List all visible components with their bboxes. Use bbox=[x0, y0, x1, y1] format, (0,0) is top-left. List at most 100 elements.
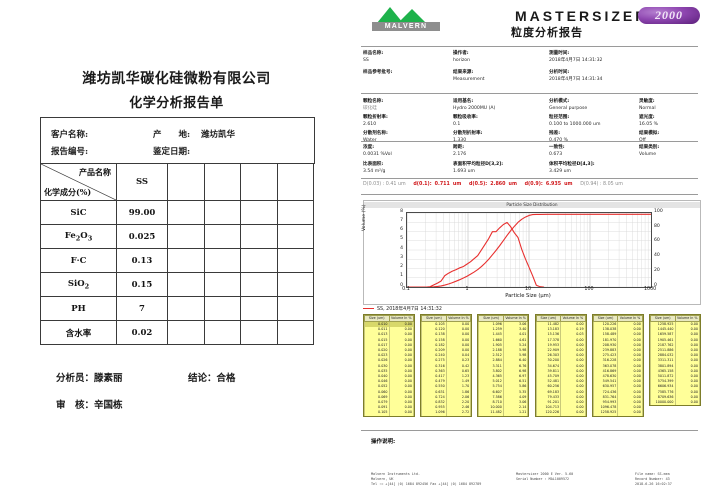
component-name: SiC bbox=[40, 200, 117, 225]
data-row: 831.764 0.00 bbox=[592, 394, 643, 401]
data-row: 0.060 0.00 bbox=[364, 389, 414, 395]
field-value: 2018年4月7日 14:31:34 bbox=[549, 77, 603, 82]
divider-bottom bbox=[361, 430, 698, 431]
company-title: 潍坊凯华碳化硅微粉有限公司 bbox=[82, 71, 271, 87]
field-label: 分析时间: bbox=[549, 70, 570, 75]
field-label: 结果类别: bbox=[639, 145, 660, 150]
data-row: 2187.762 0.00 bbox=[650, 342, 700, 349]
field-value: Normal bbox=[639, 106, 656, 111]
d05-unit: um bbox=[508, 182, 517, 187]
data-row: 724.436 0.00 bbox=[592, 389, 643, 395]
volume-value: 4.61 bbox=[502, 337, 529, 343]
volume-value: 0.00 bbox=[560, 363, 586, 369]
volume-value: 0.00 bbox=[560, 400, 586, 406]
y2-tick: 20 bbox=[654, 267, 660, 273]
divider-meta bbox=[361, 93, 698, 94]
volume-value: 0.00 bbox=[674, 400, 700, 406]
volume-value: 0.00 bbox=[674, 379, 700, 385]
y2-tick: 40 bbox=[654, 253, 660, 259]
field-label: 遮光度: bbox=[639, 115, 655, 120]
table-row: F·C 0.13 bbox=[40, 248, 314, 273]
volume-value: 0.00 bbox=[388, 379, 414, 385]
d01-value: 0.711 bbox=[434, 182, 450, 187]
table-row: SiO2 0.15 bbox=[40, 272, 314, 297]
volume-value: 0.00 bbox=[560, 342, 586, 349]
data-row: 1445.440 0.00 bbox=[650, 327, 700, 333]
volume-value: 2.06 bbox=[445, 394, 472, 401]
field-label: 残差: bbox=[549, 131, 561, 136]
data-table-column[interactable]: Size (um) Volume In % 120.226 0.00 138.038 0.… bbox=[591, 314, 644, 417]
field-value: 16.05 % bbox=[639, 122, 658, 127]
field-label: 操作者: bbox=[453, 51, 469, 56]
component-value: 99.00 bbox=[116, 200, 168, 225]
data-row: 3801.894 0.00 bbox=[650, 363, 700, 369]
component-value: 0.02 bbox=[116, 320, 168, 345]
field-label: 灵敏度: bbox=[639, 99, 655, 104]
blank-cell bbox=[167, 224, 205, 249]
volume-value: 0.23 bbox=[445, 358, 472, 364]
y-tick: 0 bbox=[400, 282, 403, 288]
volume-value: 0.00 bbox=[445, 332, 472, 338]
volume-value: 0.00 bbox=[617, 348, 643, 354]
data-row: 1.905 5.24 bbox=[478, 342, 529, 349]
y2-tick: 0 bbox=[654, 282, 657, 288]
volume-value: 0.00 bbox=[388, 405, 414, 411]
volume-value: 0.00 bbox=[617, 353, 643, 359]
volume-value: 0.00 bbox=[388, 358, 414, 364]
data-table-column[interactable]: Size (um) Volume In % 11.482 0.00 13.183 0.19… bbox=[534, 314, 587, 417]
data-row: 0.832 2.20 bbox=[421, 400, 472, 406]
volume-value: 0.00 bbox=[617, 342, 643, 349]
volume-value: 0.00 bbox=[674, 332, 700, 338]
data-row: 0.046 0.00 bbox=[364, 379, 414, 385]
field-label: 适用基名: bbox=[453, 99, 474, 104]
d003-unit: um bbox=[398, 182, 406, 187]
x-tick: 100 bbox=[584, 287, 594, 292]
data-row: 181.970 0.00 bbox=[592, 337, 643, 343]
volume-value: 0.00 bbox=[388, 384, 414, 390]
data-table-column[interactable]: Size (um) Volume In % 0.105 0.00 0.120 0.00 0.… bbox=[420, 314, 473, 417]
field-label: 样品名称: bbox=[363, 51, 384, 56]
data-table-column[interactable]: Size (um) Volume In % 0.010 0.00 0.011 0.00 0.… bbox=[363, 314, 415, 417]
y-tick: 6 bbox=[400, 227, 403, 233]
footer-file-info: File name: SS.mea Record Number: 43 2018… bbox=[635, 472, 672, 486]
data-row: 0.040 0.00 bbox=[364, 374, 414, 380]
volume-value: 0.00 bbox=[445, 321, 472, 328]
field-label: 结果来源: bbox=[453, 70, 474, 75]
data-row: 1.445 4.01 bbox=[478, 332, 529, 338]
volume-value: 6.76 bbox=[502, 363, 529, 369]
data-row: 10000.000 0.00 bbox=[650, 400, 700, 406]
data-table-column[interactable]: Size (um) Volume In % 1.096 3.06 1.259 3.40 1.… bbox=[477, 314, 530, 417]
volume-value: 0.00 bbox=[560, 321, 586, 328]
chart-x-axis-label: Particle Size (µm) bbox=[505, 293, 551, 299]
data-row: 45.709 0.00 bbox=[535, 374, 586, 380]
report-subtitle: 化学分析报告单 bbox=[129, 96, 224, 111]
volume-value: 0.00 bbox=[674, 384, 700, 390]
volume-value: 0.00 bbox=[560, 353, 586, 359]
chemical-composition-table: 产品名称 化学成分(%) SS SiC 99.00 Fe2O3 0.025 F·C 0.13 Si… bbox=[40, 163, 314, 345]
component-name: 含水率 bbox=[40, 320, 117, 345]
field-value: 2.176 bbox=[453, 152, 467, 157]
volume-value: 0.00 bbox=[617, 321, 643, 328]
data-row: 0.316 0.42 bbox=[421, 363, 472, 369]
d05-value: 2.860 bbox=[490, 182, 506, 187]
data-row: 1258.925 0.00 bbox=[592, 410, 643, 416]
volume-value: 0.00 bbox=[445, 327, 472, 333]
field-label: 分析模式: bbox=[549, 99, 570, 104]
x-tick: 10 bbox=[524, 287, 532, 292]
col-header-volume: Volume In % bbox=[617, 315, 643, 322]
volume-value: 6.51 bbox=[502, 379, 529, 385]
volume-value: 1.23 bbox=[445, 374, 472, 380]
blank-cell bbox=[203, 163, 241, 201]
volume-value: 1.21 bbox=[502, 410, 529, 416]
data-row: 5.012 6.51 bbox=[478, 379, 529, 385]
d094-value: 8.05 bbox=[603, 182, 614, 187]
blank-cell bbox=[167, 248, 205, 273]
data-row: 30.200 0.00 bbox=[535, 358, 586, 364]
data-table-column[interactable]: Size (um) Volume In % 1258.925 0.00 1445.440… bbox=[649, 314, 701, 407]
volume-value: 6.40 bbox=[502, 358, 529, 364]
volume-value: 0.00 bbox=[560, 384, 586, 390]
data-row: 0.724 2.06 bbox=[421, 394, 472, 401]
blank-cell bbox=[240, 296, 278, 321]
volume-value: 0.00 bbox=[560, 374, 586, 380]
y2-tick: 60 bbox=[654, 238, 660, 244]
